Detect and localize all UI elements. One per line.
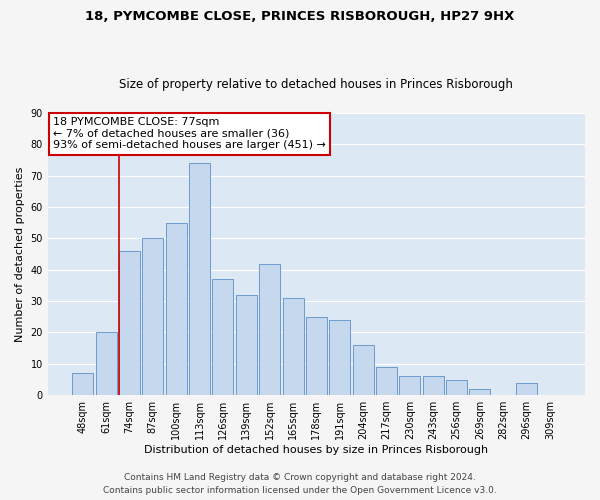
Bar — [376, 367, 397, 395]
Bar — [516, 382, 537, 395]
Bar — [400, 376, 421, 395]
Text: 18, PYMCOMBE CLOSE, PRINCES RISBOROUGH, HP27 9HX: 18, PYMCOMBE CLOSE, PRINCES RISBOROUGH, … — [85, 10, 515, 23]
Bar — [166, 222, 187, 395]
Bar — [142, 238, 163, 395]
Bar — [236, 295, 257, 395]
Text: Contains HM Land Registry data © Crown copyright and database right 2024.
Contai: Contains HM Land Registry data © Crown c… — [103, 473, 497, 495]
Bar — [189, 163, 210, 395]
Bar — [119, 251, 140, 395]
Bar — [446, 380, 467, 395]
Y-axis label: Number of detached properties: Number of detached properties — [15, 166, 25, 342]
Bar — [423, 376, 444, 395]
Bar — [283, 298, 304, 395]
Bar — [259, 264, 280, 395]
Bar — [95, 332, 116, 395]
X-axis label: Distribution of detached houses by size in Princes Risborough: Distribution of detached houses by size … — [145, 445, 488, 455]
Bar — [72, 374, 93, 395]
Bar — [329, 320, 350, 395]
Title: Size of property relative to detached houses in Princes Risborough: Size of property relative to detached ho… — [119, 78, 514, 91]
Bar — [469, 389, 490, 395]
Bar — [212, 279, 233, 395]
Text: 18 PYMCOMBE CLOSE: 77sqm
← 7% of detached houses are smaller (36)
93% of semi-de: 18 PYMCOMBE CLOSE: 77sqm ← 7% of detache… — [53, 117, 326, 150]
Bar — [306, 317, 327, 395]
Bar — [353, 345, 374, 395]
